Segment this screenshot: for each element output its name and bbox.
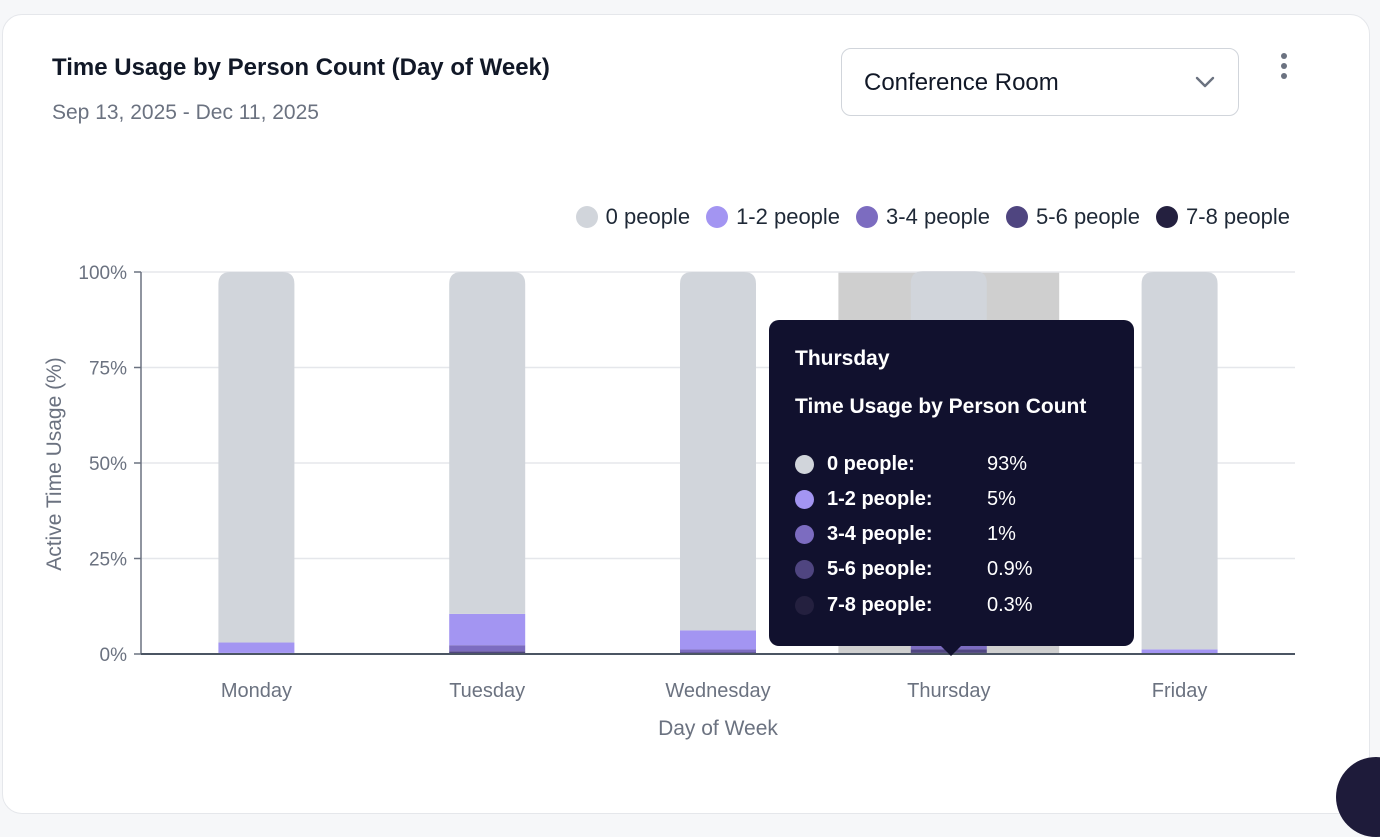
bar-segment: [1141, 272, 1218, 650]
tooltip-row-value: 1%: [987, 523, 1016, 545]
room-select-value: Conference Room: [864, 69, 1059, 96]
tooltip-swatch: [795, 596, 814, 615]
bar-segment: [1141, 649, 1218, 654]
tooltip-swatch: [795, 560, 814, 579]
legend-swatch: [1006, 206, 1029, 228]
chart-tooltip: Thursday Time Usage by Person Count 0 pe…: [769, 320, 1134, 656]
room-select[interactable]: Conference Room: [841, 48, 1239, 116]
tooltip-swatch: [795, 490, 814, 509]
tooltip-row-value: 5%: [987, 488, 1016, 510]
tooltip-swatch: [795, 525, 814, 544]
legend-swatch: [1156, 206, 1179, 228]
tooltip-row-value: 0.9%: [987, 558, 1033, 580]
tooltip-row-label: 5-6 people:: [827, 558, 933, 580]
more-options-icon[interactable]: [1276, 53, 1292, 87]
y-tick-label: 25%: [89, 550, 127, 571]
legend-swatch: [856, 206, 879, 228]
bar-segment: [218, 642, 295, 653]
bar-segment: [449, 651, 526, 654]
bar-segment: [218, 272, 295, 643]
legend-item-7-8-people[interactable]: 7-8 people: [1156, 204, 1290, 230]
tooltip-row: 5-6 people: 0.9%: [795, 558, 1033, 581]
bar-segment: [449, 272, 526, 614]
chevron-down-icon: [1195, 76, 1215, 88]
legend-swatch: [706, 206, 729, 228]
tooltip-row: 7-8 people: 0.3%: [795, 594, 1033, 617]
legend-item-0-people[interactable]: 0 people: [575, 204, 691, 230]
x-tick-label: Wednesday: [665, 680, 770, 702]
x-tick-label: Monday: [221, 680, 292, 702]
stacked-bar-chart: 0% 25% 50% 75% 100% Monday Tuesday Wednesday Thu…: [43, 263, 1295, 740]
legend-item-3-4-people[interactable]: 3-4 people: [856, 204, 990, 230]
x-tick-label: Friday: [1152, 680, 1208, 702]
tooltip-row-value: 0.3%: [987, 594, 1033, 616]
legend-label: 1-2 people: [736, 204, 841, 229]
y-tick-label: 0%: [100, 645, 128, 666]
tooltip-row-label: 3-4 people:: [827, 523, 933, 545]
bar-segment: [449, 613, 526, 646]
tooltip-row: 0 people: 93%: [795, 453, 1027, 476]
tooltip-row: 3-4 people: 1%: [795, 523, 1016, 546]
bar-segment: [680, 630, 756, 650]
date-range: Sep 13, 2025 - Dec 11, 2025: [52, 101, 319, 124]
chart-legend: 0 people 1-2 people 3-4 people 5-6 peopl…: [575, 204, 1290, 230]
x-tick-label: Tuesday: [449, 680, 525, 702]
bar-segment: [680, 649, 756, 653]
tooltip-pointer: [941, 646, 961, 656]
tooltip-row-label: 7-8 people:: [827, 594, 933, 616]
legend-item-1-2-people[interactable]: 1-2 people: [706, 204, 840, 230]
bar-segment: [449, 645, 526, 652]
tooltip-row-label: 0 people:: [827, 453, 915, 475]
y-tick-label: 100%: [78, 263, 127, 284]
legend-label: 0 people: [605, 204, 691, 229]
chart-title: Time Usage by Person Count (Day of Week): [52, 54, 550, 81]
y-axis-title: Active Time Usage (%): [43, 357, 66, 571]
y-tick-label: 50%: [89, 454, 127, 475]
legend-item-5-6-people[interactable]: 5-6 people: [1006, 204, 1140, 230]
tooltip-row-value: 93%: [987, 453, 1028, 475]
legend-label: 7-8 people: [1186, 204, 1290, 229]
tooltip-row-label: 1-2 people:: [827, 488, 933, 510]
tooltip-swatch: [795, 455, 814, 474]
legend-label: 5-6 people: [1036, 204, 1141, 229]
legend-label: 3-4 people: [886, 204, 991, 229]
x-axis-title: Day of Week: [658, 717, 778, 740]
tooltip-subtitle: Time Usage by Person Count: [795, 395, 1087, 418]
y-tick-label: 75%: [89, 359, 127, 380]
x-tick-label: Thursday: [907, 680, 990, 702]
tooltip-day: Thursday: [795, 347, 890, 370]
bar-segment: [680, 272, 756, 631]
tooltip-row: 1-2 people: 5%: [795, 488, 1016, 511]
legend-swatch: [575, 206, 598, 228]
